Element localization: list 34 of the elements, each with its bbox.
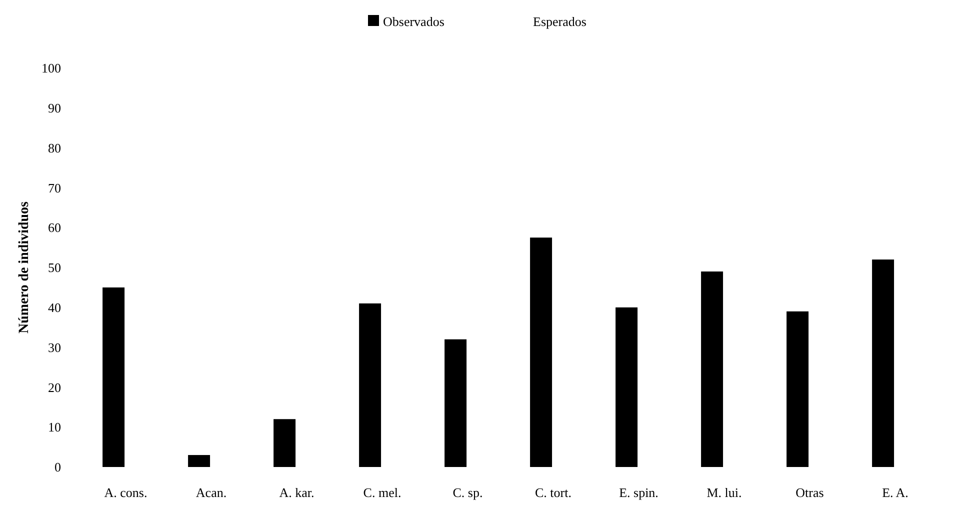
bar [274, 419, 296, 467]
y-tick-label: 60 [48, 220, 61, 236]
bar [102, 287, 125, 467]
x-tick-label: C. tort. [535, 485, 572, 500]
bar [872, 260, 894, 467]
bar [616, 307, 638, 467]
x-tick-label: A. cons. [104, 485, 148, 500]
x-tick-label: A. kar. [279, 485, 314, 500]
bar [444, 339, 467, 467]
x-tick-label: E. spin. [619, 485, 658, 500]
bar [701, 271, 724, 467]
bar [530, 238, 552, 467]
y-tick-label: 40 [48, 300, 61, 315]
y-tick-label: 100 [42, 60, 61, 76]
y-tick-label: 20 [48, 380, 61, 395]
x-tick-label: E. A. [882, 485, 908, 500]
x-tick-label: Otras [796, 485, 824, 500]
x-tick-label: C. mel. [363, 485, 402, 500]
y-tick-label: 80 [48, 140, 61, 156]
y-tick-label: 30 [48, 340, 61, 355]
x-tick-label: M. lui. [706, 485, 742, 500]
text: Esperados [533, 14, 586, 29]
y-axis-title: Número de individuos [17, 200, 32, 334]
y-tick-label: 0 [54, 460, 61, 475]
y-tick-label: 90 [48, 100, 61, 116]
bar [188, 455, 210, 467]
bar [786, 311, 809, 467]
x-tick-label: Acan. [196, 485, 227, 500]
bar [359, 303, 382, 467]
legend-label: Observados [383, 14, 444, 29]
y-tick-label: 50 [48, 260, 61, 276]
x-tick-label: C. sp. [452, 485, 483, 500]
y-tick-label: 70 [48, 180, 61, 196]
y-tick-label: 10 [48, 420, 61, 435]
